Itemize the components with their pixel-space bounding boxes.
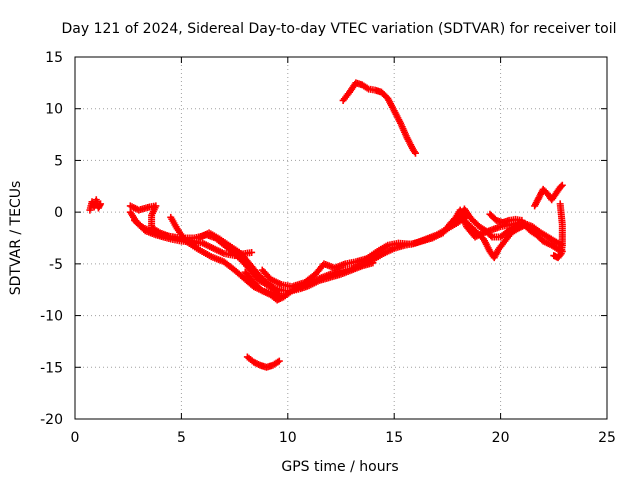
y-tick-label: 10: [45, 102, 63, 118]
data-point: [518, 216, 526, 224]
data-point: [487, 232, 495, 240]
y-tick-label: 0: [54, 205, 63, 221]
axis-ticks: [74, 56, 608, 420]
y-tick-label: 5: [54, 153, 63, 169]
series-track-j: [486, 210, 526, 226]
x-tick-label: 15: [385, 430, 403, 446]
series-track-i: [443, 213, 528, 262]
plot-frame: [74, 56, 608, 420]
y-tick-label: -5: [49, 257, 63, 273]
data-point: [248, 248, 256, 256]
y-tick-label: 15: [45, 50, 63, 66]
data-point: [557, 182, 565, 190]
plot-data: [86, 79, 566, 371]
axis-tick-labels: 0 5 10 15 20 25 -20 -15 -10 -5 0 5 10 15: [40, 50, 616, 446]
data-point: [275, 357, 283, 365]
data-point: [97, 200, 105, 208]
series-track-l: [550, 200, 566, 262]
data-point: [520, 222, 528, 230]
x-tick-label: 0: [71, 430, 80, 446]
series-early-arc: [86, 196, 105, 214]
data-point: [558, 181, 566, 189]
series-track-k: [531, 181, 566, 210]
y-axis-label: SDTVAR / TECUs: [8, 181, 24, 296]
y-tick-label: -20: [40, 412, 63, 428]
data-point: [411, 149, 419, 157]
x-tick-label: 20: [492, 430, 510, 446]
data-point: [550, 252, 558, 260]
x-tick-label: 25: [598, 430, 616, 446]
y-tick-label: -15: [40, 360, 63, 376]
y-tick-label: -10: [40, 309, 63, 325]
x-axis-label: GPS time / hours: [281, 459, 398, 475]
series-late-arc: [339, 79, 419, 157]
x-tick-label: 10: [279, 430, 297, 446]
x-tick-label: 5: [177, 430, 186, 446]
series-low-arc: [243, 353, 283, 371]
chart-title: Day 121 of 2024, Sidereal Day-to-day VTE…: [61, 21, 616, 37]
